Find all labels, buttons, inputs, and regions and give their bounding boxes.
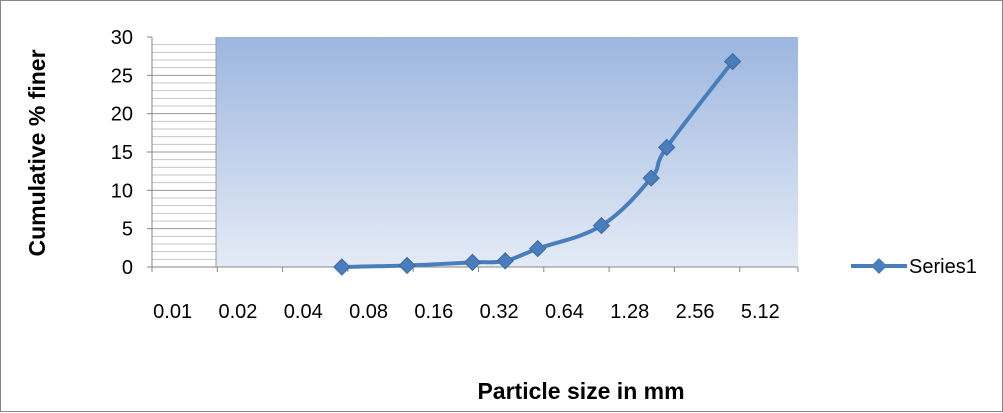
x-tick-label: 0.04 [284, 301, 323, 323]
series-line-group [333, 52, 742, 276]
data-point-marker [529, 239, 547, 258]
x-tick-label: 2.56 [676, 301, 715, 323]
data-point-marker [592, 216, 611, 235]
x-tick-label: 0.32 [480, 301, 519, 323]
y-tick-label: 15 [111, 142, 133, 164]
y-tick-label: 0 [122, 257, 133, 279]
y-tick-label: 5 [122, 219, 133, 241]
x-tick-label: 0.02 [218, 301, 257, 323]
data-point-marker [333, 258, 351, 276]
grid-lines [152, 37, 217, 267]
legend: Series1 [851, 256, 977, 278]
x-tick-label: 0.16 [414, 301, 453, 323]
x-axis-title: Particle size in mm [477, 378, 684, 404]
data-point-marker [658, 138, 676, 157]
legend-label: Series1 [909, 256, 977, 278]
x-tick-label: 0.64 [545, 301, 584, 323]
plot-area [216, 37, 798, 267]
x-tick-label: 0.01 [153, 301, 192, 323]
data-point-marker [723, 52, 742, 71]
y-tick-label: 10 [111, 180, 133, 202]
x-tick-label: 1.28 [610, 301, 649, 323]
legend-diamond-marker-icon [871, 258, 887, 274]
x-tick-label: 0.08 [349, 301, 388, 323]
y-tick-label: 25 [111, 65, 133, 87]
y-tick-label: 30 [111, 27, 133, 49]
x-tick-label: 5.12 [741, 301, 780, 323]
y-tick-label: 20 [111, 104, 133, 126]
data-point-marker [642, 169, 660, 187]
data-point-marker [463, 253, 482, 272]
data-point-marker [398, 256, 416, 275]
data-point-marker [496, 252, 514, 270]
tick-labels: 0 5 10 15 20 25 30 0.01 0.02 0.04 0.08 0.16 0.32 0.64… [111, 27, 780, 323]
y-axis-title: Cumulative % finer [24, 49, 50, 256]
